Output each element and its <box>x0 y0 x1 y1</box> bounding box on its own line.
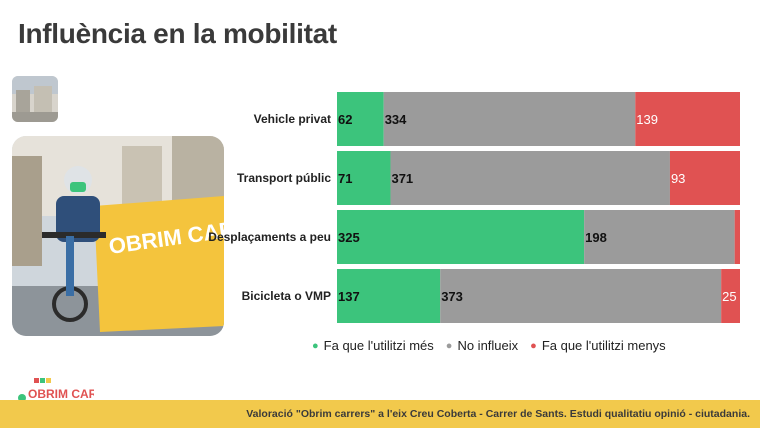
bar-segment <box>669 151 740 205</box>
category-label: Vehicle privat <box>254 112 331 126</box>
data-label: 25 <box>722 289 736 304</box>
data-label: 139 <box>636 112 658 127</box>
legend-item: ● Fa que l'utilitzi més <box>312 338 434 353</box>
bar-segment <box>337 269 441 323</box>
legend-item: ● Fa que l'utilitzi menys <box>530 338 666 353</box>
legend-item: ● No influeix <box>446 338 518 353</box>
data-label: 93 <box>671 171 685 186</box>
bar-segment <box>721 269 740 323</box>
page-title: Influència en la mobilitat <box>18 18 337 49</box>
bar-segment <box>390 151 670 205</box>
street-thumbnail-image <box>12 76 58 122</box>
legend-dot-icon: ● <box>445 339 453 352</box>
category-label: Desplaçaments a peu <box>208 230 331 244</box>
legend-label: No influeix <box>457 338 519 353</box>
legend-label: Fa que l'utilitzi més <box>323 338 434 353</box>
chart-legend: ● Fa que l'utilitzi més ● No influeix ● Fa qu… <box>312 338 666 353</box>
footer-bar: Valoració "Obrim carrers" a l'eix Creu C… <box>0 400 760 428</box>
data-label: 334 <box>385 112 407 127</box>
footer-text: Valoració "Obrim carrers" a l'eix Creu C… <box>246 408 750 420</box>
bar-segment <box>383 92 636 146</box>
bar-segment <box>635 92 740 146</box>
data-label: 325 <box>338 230 360 245</box>
legend-dot-icon: ● <box>530 339 537 352</box>
data-label: 71 <box>338 171 352 186</box>
legend-label: Fa que l'utilitzi menys <box>541 338 666 353</box>
category-label: Bicicleta o VMP <box>242 289 331 303</box>
bar-segment <box>734 210 740 264</box>
data-label: 371 <box>391 171 413 186</box>
data-label: 198 <box>585 230 607 245</box>
logo-text: OBRIM CARRERS <box>28 387 94 401</box>
stacked-bar-chart: Vehicle privat 62 334 139 Transport públic 71… <box>208 92 740 323</box>
bar-segment <box>337 92 384 146</box>
data-label: 137 <box>338 289 360 304</box>
data-label: 62 <box>338 112 352 127</box>
cyclist-photo: OBRIM CARRERS <box>12 136 224 336</box>
data-label: 373 <box>441 289 463 304</box>
legend-dot-icon: ● <box>312 339 319 352</box>
category-label: Transport públic <box>237 171 331 185</box>
bar-segment <box>584 210 735 264</box>
bar-segment <box>337 151 391 205</box>
bar-segment <box>440 269 722 323</box>
bar-segment <box>337 210 585 264</box>
